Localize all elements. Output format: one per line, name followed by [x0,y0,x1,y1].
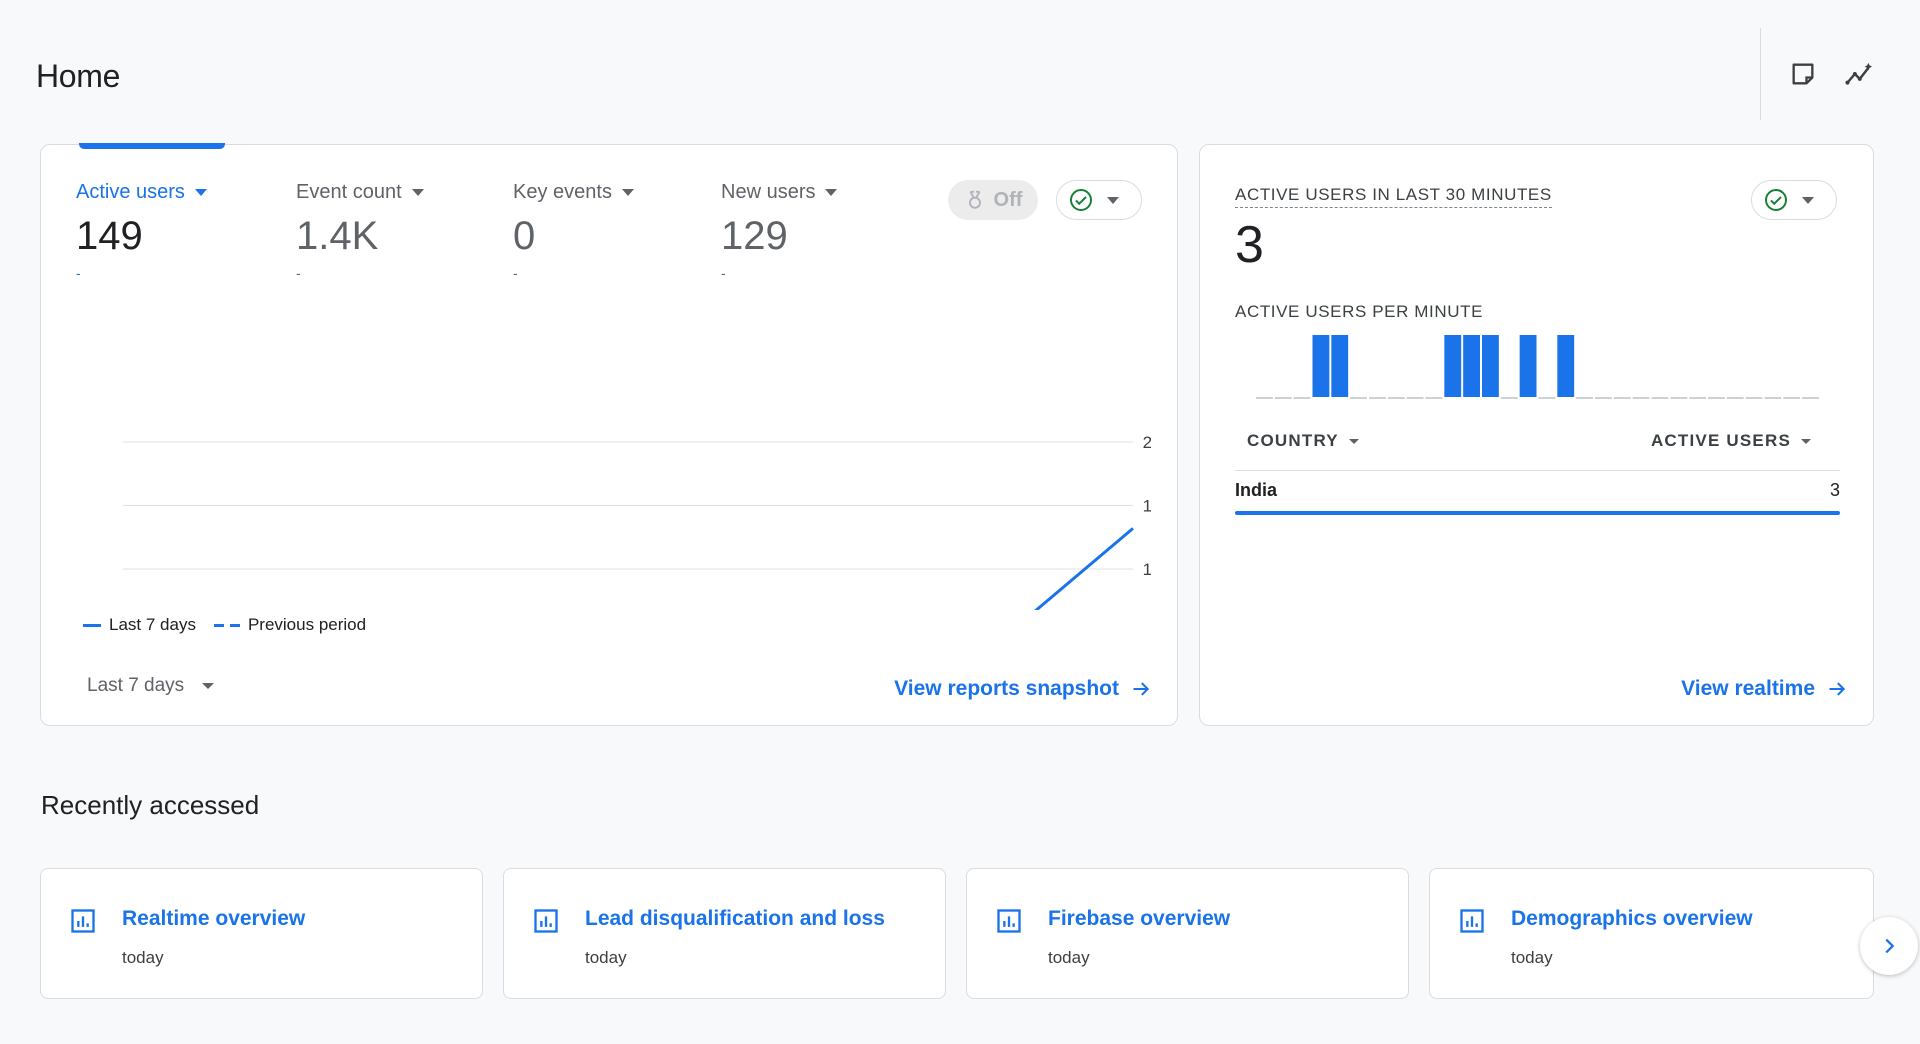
row-share-bar [1235,511,1840,515]
table-row: India 3 [1235,480,1840,510]
bar-chart-icon [534,909,558,933]
bar-chart-icon [997,909,1021,933]
metric-event-count[interactable]: Event count 1.4K - [296,181,424,281]
per-minute-title: ACTIVE USERS PER MINUTE [1235,302,1484,321]
active-tab-indicator [79,143,225,149]
recent-card-firebase-overview[interactable]: Firebase overview today [966,868,1409,999]
metric-delta: - [76,265,81,281]
page-title: Home [36,58,121,94]
minute-bar [1557,335,1575,397]
caret-down-icon [1801,438,1811,444]
legend-label: Previous period [247,615,367,634]
medal-icon [968,190,981,209]
metric-value: 0 [513,214,536,258]
date-range-select[interactable]: Last 7 days [87,675,215,697]
y-tick-label: 200 [1143,433,1151,452]
recent-card-title: Firebase overview [1048,907,1231,930]
caret-down-icon [825,189,838,196]
active-users-line-chart: 05010015020012131415161718Aug [123,433,1151,610]
minute-bar [1312,335,1330,397]
active-users-column-header[interactable]: ACTIVE USERS [1651,431,1811,451]
legend-dashed-swatch [213,623,240,627]
metric-value: 149 [76,214,143,258]
comparison-toggle-label: Off [993,188,1023,211]
metric-active-users[interactable]: Active users 149 - [76,181,207,281]
recent-card-title: Demographics overview [1511,907,1753,930]
data-quality-dropdown[interactable] [1056,180,1142,220]
recently-accessed-title: Recently accessed [41,790,260,820]
minute-bar [1331,335,1349,397]
minute-bar [1519,335,1537,397]
legend-label: Last 7 days [109,615,196,634]
column-label: COUNTRY [1247,431,1339,450]
recent-card-subtitle: today [122,948,164,967]
minute-bar [1482,335,1499,397]
check-circle-icon [1765,189,1787,211]
metric-delta: - [721,265,726,281]
caret-down-icon [194,189,207,196]
link-label: View realtime [1681,677,1815,700]
note-icon[interactable] [1785,56,1821,92]
arrow-right-icon [1829,682,1846,696]
per-minute-bar-chart [1256,335,1819,399]
recent-card-subtitle: today [585,948,627,967]
legend-current: Last 7 days [83,615,196,635]
caret-down-icon [1107,196,1119,204]
bar-chart-icon [1460,909,1484,933]
recent-card-title: Lead disqualification and loss [585,907,885,930]
chart-legend: Last 7 days Previous period [83,615,374,635]
recent-card-subtitle: today [1511,948,1553,967]
realtime-data-quality-dropdown[interactable] [1751,180,1837,220]
metric-delta: - [296,265,301,281]
country-cell: India [1235,480,1278,500]
metric-label: New users [721,181,816,203]
date-range-label: Last 7 days [87,675,185,696]
metric-key-events[interactable]: Key events 0 - [513,181,634,281]
country-column-header[interactable]: COUNTRY [1247,431,1359,451]
users-cell: 3 [1829,480,1840,500]
minute-bar [1463,335,1480,397]
metric-value: 1.4K [296,214,379,258]
caret-down-icon [1348,438,1359,444]
caret-down-icon [1802,196,1814,204]
metric-label: Key events [513,181,612,203]
carousel-next-button[interactable] [1860,917,1918,975]
metric-delta: - [513,265,518,281]
arrow-right-icon [1133,682,1150,696]
realtime-title[interactable]: ACTIVE USERS IN LAST 30 MINUTES [1235,185,1552,208]
insights-icon[interactable] [1843,56,1879,92]
bar-chart-icon [71,909,95,933]
realtime-table-header: COUNTRY ACTIVE USERS [1247,431,1811,451]
view-realtime-link[interactable]: View realtime [1681,677,1847,701]
recent-card-demographics-overview[interactable]: Demographics overview today [1429,868,1874,999]
caret-down-icon [202,683,215,689]
table-divider [1235,470,1840,471]
comparison-toggle[interactable]: Off [948,180,1038,220]
metric-label: Active users [76,181,185,203]
realtime-value: 3 [1235,216,1264,274]
recent-card-lead-disqualification[interactable]: Lead disqualification and loss today [503,868,946,999]
legend-solid-swatch [83,623,101,627]
realtime-card: ACTIVE USERS IN LAST 30 MINUTES 3 ACTIVE… [1199,144,1874,726]
minute-bar [1444,335,1462,397]
reports-snapshot-card: Active users 149 - Event count 1.4K - Ke… [40,143,1178,726]
top-actions [1760,28,1920,120]
caret-down-icon [411,189,424,196]
check-circle-icon [1070,189,1092,211]
metric-label: Event count [296,181,402,203]
recent-card-subtitle: today [1048,948,1090,967]
y-tick-label: 150 [1143,497,1151,516]
legend-previous: Previous period [213,615,367,635]
y-tick-label: 100 [1143,560,1151,579]
recent-card-title: Realtime overview [122,907,306,930]
chevron-right-icon [1885,938,1895,954]
metric-new-users[interactable]: New users 129 - [721,181,838,281]
view-reports-snapshot-link[interactable]: View reports snapshot [894,677,1151,701]
recent-card-realtime-overview[interactable]: Realtime overview today [40,868,483,999]
link-label: View reports snapshot [894,677,1119,700]
caret-down-icon [621,189,634,196]
metric-value: 129 [721,214,788,258]
column-label: ACTIVE USERS [1650,431,1791,450]
